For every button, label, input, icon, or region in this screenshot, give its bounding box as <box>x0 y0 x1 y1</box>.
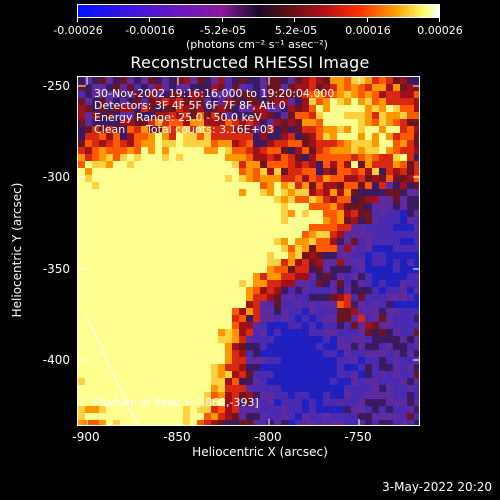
colorbar-label: 5.2e-05 <box>274 24 318 37</box>
colorbar-units: (photons cm⁻² s⁻¹ asec⁻²) <box>186 38 328 51</box>
footer-date: 3-May-2022 20:20 <box>382 480 492 494</box>
image-title: Reconstructed RHESSI Image <box>130 53 370 72</box>
detectors-label: Detectors: 3F 4F 5F 6F 7F 8F, Att 0 <box>94 99 286 112</box>
x-axis-title: Heliocentric X (arcsec) <box>192 445 328 459</box>
x-tick-label: -750 <box>344 430 372 444</box>
x-tick-label: -900 <box>72 430 100 444</box>
y-axis-title: Heliocentric Y (arcsec) <box>10 182 24 318</box>
colorbar-tick <box>294 18 295 22</box>
colorbar-tick <box>149 18 150 22</box>
algorithm-label: Clean <box>94 123 126 136</box>
y-tick-label: -400 <box>42 353 70 367</box>
colorbar-label: -0.00026 <box>53 24 103 37</box>
energy-range-label: Energy Range: 25.0 - 50.0 keV <box>94 111 262 124</box>
x-tick-label: -800 <box>254 430 282 444</box>
x-tick-label: -850 <box>163 430 191 444</box>
colorbar-tick <box>439 18 440 22</box>
colorbar-tick <box>367 18 368 22</box>
heatmap-image <box>78 77 419 425</box>
date-range-label: 30-Nov-2002 19:16:16.000 to 19:20:04.000 <box>94 87 335 100</box>
total-counts-label: Total counts: 3.16E+03 <box>146 123 274 136</box>
y-tick-label: -250 <box>42 79 70 93</box>
rhessi-image-plot: 30-Nov-2002 19:16:16.000 to 19:20:04.000… <box>77 76 420 426</box>
colorbar-label: -0.00016 <box>125 24 175 37</box>
solar-limb-line <box>85 314 138 425</box>
colorbar-tick <box>77 18 78 22</box>
y-tick-label: -350 <box>42 262 70 276</box>
colorbar-label: -5.2e-05 <box>199 24 247 37</box>
colorbar-label: 0.00026 <box>417 24 463 37</box>
colorbar-label: 0.00016 <box>345 24 391 37</box>
colorbar <box>77 4 440 18</box>
colorbar-tick <box>222 18 223 22</box>
peak-position-label: Position of Peak = [-862,-393] <box>94 396 259 409</box>
y-tick-label: -300 <box>42 170 70 184</box>
